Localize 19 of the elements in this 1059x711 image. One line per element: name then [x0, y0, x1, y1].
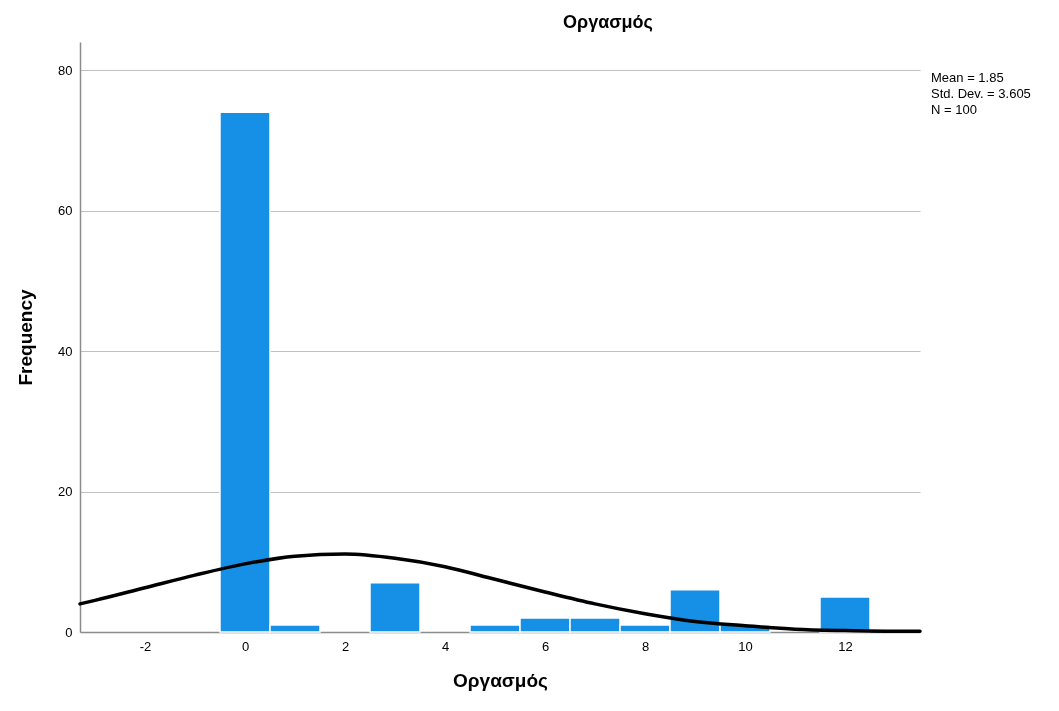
y-tick-label: 0 [65, 624, 73, 640]
text: Mean = 1.85 [931, 70, 1004, 85]
x-tick-label: 10 [738, 638, 753, 654]
x-tick-label: -2 [139, 638, 152, 654]
text: N = 100 [931, 102, 977, 117]
y-tick-label: 60 [58, 203, 73, 219]
text: Std. Dev. = 3.605 [931, 86, 1031, 101]
y-tick-label: 80 [58, 62, 73, 78]
y-tick-label: 40 [58, 343, 73, 359]
x-tick-label: 6 [541, 638, 550, 654]
x-tick-label: 12 [838, 638, 853, 654]
x-tick-label: 0 [241, 638, 250, 654]
y-axis-title: Frequency [15, 289, 37, 386]
x-axis-title: Οργασμός [453, 669, 549, 691]
chart-title: Οργασμός [563, 12, 653, 32]
x-tick-label: 4 [441, 638, 450, 654]
x-tick-label: 8 [641, 638, 650, 654]
x-tick-label: 2 [341, 638, 350, 654]
y-tick-label: 20 [58, 484, 73, 500]
